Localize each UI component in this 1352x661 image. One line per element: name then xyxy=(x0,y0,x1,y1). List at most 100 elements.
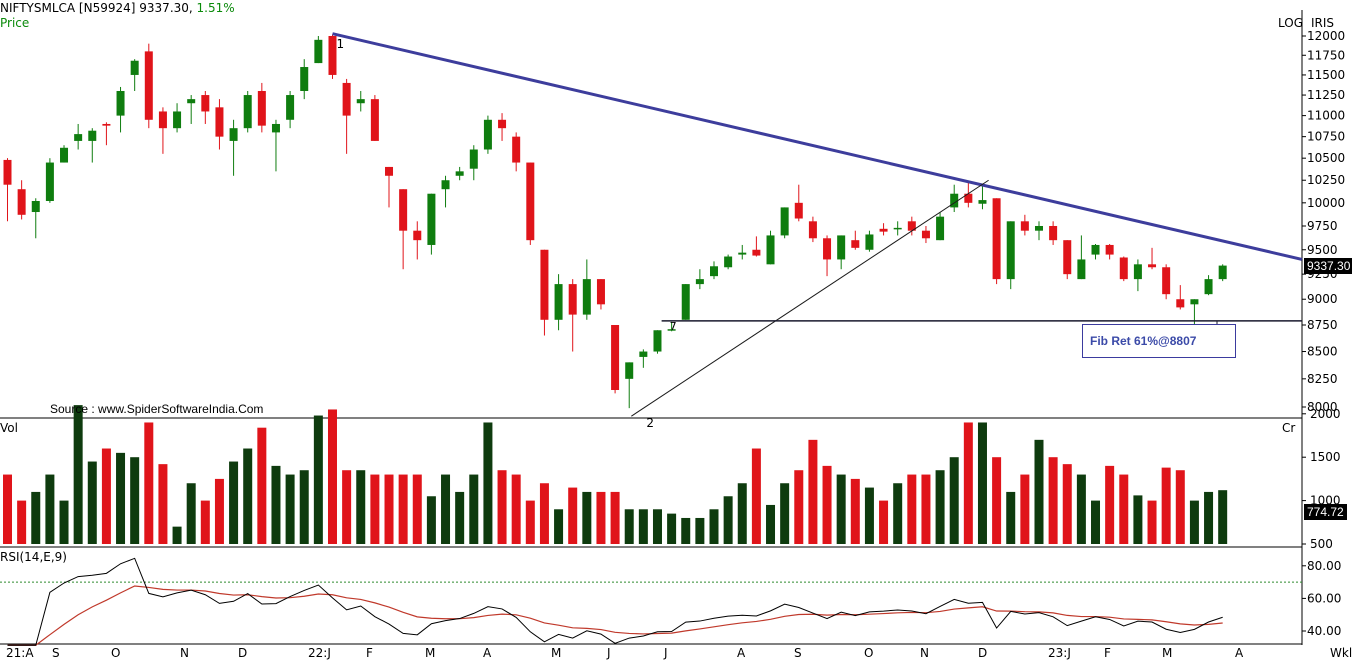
candle-body xyxy=(399,189,408,231)
candle-body xyxy=(215,107,224,137)
price-tick-label: 10250 xyxy=(1307,173,1345,187)
volume-bar xyxy=(370,474,380,544)
candle-body xyxy=(808,221,817,239)
volume-bar xyxy=(695,517,705,544)
volume-bar xyxy=(794,470,804,544)
last-price: 9337.30, xyxy=(139,1,193,15)
volume-bar xyxy=(864,487,874,544)
price-tick-label: 10000 xyxy=(1307,196,1345,210)
candle-body xyxy=(1091,244,1100,255)
volume-bar xyxy=(285,474,295,544)
price-tick-label: 11500 xyxy=(1307,68,1345,82)
price-tick-label: 8250 xyxy=(1307,372,1338,386)
candle-body xyxy=(865,234,874,250)
x-axis-label: 23:J xyxy=(1048,646,1071,660)
log-scale-toggle[interactable]: LOG xyxy=(1278,16,1304,30)
volume-bar xyxy=(214,478,224,544)
volume-bar xyxy=(1091,500,1101,544)
volume-bar xyxy=(441,474,451,544)
volume-bar xyxy=(87,461,97,544)
volume-bar xyxy=(398,474,408,544)
candle-body xyxy=(60,147,69,163)
volume-bar xyxy=(723,496,733,544)
candle-body xyxy=(257,90,266,126)
candle-body xyxy=(158,111,167,129)
volume-bar xyxy=(667,513,677,544)
volume-bar xyxy=(271,465,281,544)
candle-body xyxy=(1063,240,1072,275)
symbol-header: NIFTYSMLCA [N59924] 9337.30, 1.51% xyxy=(0,1,235,15)
volume-bar xyxy=(1189,500,1199,544)
price-tick-label: 10750 xyxy=(1307,130,1345,144)
volume-bar xyxy=(808,439,818,544)
x-axis-label: N xyxy=(180,646,189,660)
candle-body xyxy=(978,200,987,204)
volume-tick-label: 2000 xyxy=(1310,407,1341,421)
candle-body xyxy=(31,200,40,213)
rsi-signal-line xyxy=(7,585,1223,646)
x-axis-label: M xyxy=(1162,646,1172,660)
volume-bar xyxy=(1048,457,1058,544)
x-axis-label: A xyxy=(483,646,492,660)
candle-body xyxy=(1218,265,1227,280)
volume-bar xyxy=(525,500,535,544)
volume-bar xyxy=(935,470,945,544)
volume-bar xyxy=(1119,474,1129,544)
rsi-tick-label: 80.00 xyxy=(1307,559,1341,573)
candle-body xyxy=(187,99,196,104)
candle-body xyxy=(45,162,54,201)
candle-body xyxy=(766,235,775,265)
candle-body xyxy=(144,51,153,120)
candle-body xyxy=(116,90,125,116)
candle-body xyxy=(469,149,478,169)
rsi-line xyxy=(7,557,1223,646)
volume-bar xyxy=(17,500,27,544)
candle-body xyxy=(724,256,733,268)
candle-body xyxy=(328,36,337,75)
x-axis-label: J xyxy=(606,646,611,660)
candle-body xyxy=(356,99,365,104)
candle-body xyxy=(653,330,662,352)
candle-body xyxy=(695,279,704,285)
iris-label: IRIS xyxy=(1311,16,1335,30)
volume-bar xyxy=(582,491,592,544)
volume-pane-label: Vol xyxy=(0,421,18,435)
volume-bar xyxy=(342,470,352,544)
candle-body xyxy=(1105,244,1114,255)
x-axis-label: M xyxy=(425,646,435,660)
candle-body xyxy=(540,249,549,320)
candle-body xyxy=(413,230,422,241)
candle-body xyxy=(879,228,888,232)
volume-bar xyxy=(412,474,422,544)
candle-body xyxy=(1049,225,1058,241)
fib-retracement-label: Fib Ret 61%@8807 xyxy=(1082,324,1236,358)
volume-bar xyxy=(949,457,959,544)
source-watermark: Source : www.SpiderSoftwareIndia.Com xyxy=(50,402,264,416)
candle-body xyxy=(837,235,846,260)
volume-bar xyxy=(356,470,366,544)
candle-body xyxy=(88,130,97,141)
wave-label: 7 xyxy=(670,320,677,333)
volume-bar xyxy=(624,509,634,544)
x-axis-label: N xyxy=(920,646,929,660)
candle-body xyxy=(625,362,634,379)
candle-body xyxy=(286,95,295,120)
price-tick-label: 9500 xyxy=(1307,243,1338,257)
volume-bar xyxy=(1034,439,1044,544)
x-axis-label: A xyxy=(1235,646,1244,660)
candle-body xyxy=(582,279,591,315)
volume-bar xyxy=(921,474,931,544)
candle-body xyxy=(314,39,323,64)
candle-body xyxy=(385,166,394,176)
volume-bar xyxy=(709,509,719,544)
volume-bar xyxy=(186,483,196,544)
price-tag: 9337.30 xyxy=(1304,258,1352,274)
candle-body xyxy=(512,136,521,163)
percent-change: 1.51% xyxy=(196,1,235,15)
volume-bar xyxy=(1006,491,1016,544)
volume-tick-label: 500 xyxy=(1310,537,1333,551)
candle-body xyxy=(596,279,605,305)
volume-bar xyxy=(1133,495,1143,544)
candle-body xyxy=(681,284,690,320)
candle-body xyxy=(1176,299,1185,308)
